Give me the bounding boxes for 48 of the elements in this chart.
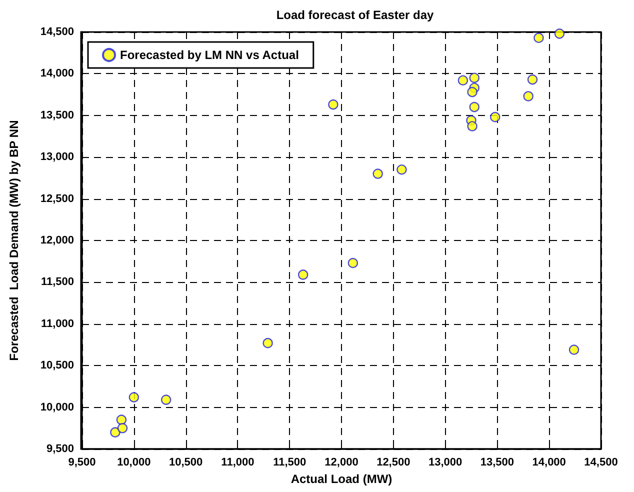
point [328, 99, 338, 110]
x-tick-label: 10,000 [117, 456, 151, 468]
point [116, 414, 127, 425]
y-tick-label: 11,500 [40, 276, 74, 288]
y-tick-label: 14,500 [40, 26, 74, 38]
point [469, 72, 480, 83]
x-tick-label: 9,500 [68, 456, 96, 468]
point [117, 423, 128, 434]
point [469, 102, 480, 112]
y-tick-label: 10,500 [40, 360, 74, 372]
point [523, 91, 534, 102]
point [160, 394, 172, 405]
point [554, 28, 565, 39]
x-tick-label: 12,000 [324, 456, 358, 468]
x-tick-label: 13,000 [428, 456, 462, 468]
point [467, 121, 478, 132]
y-tick-label: 13,500 [40, 109, 74, 122]
point [396, 164, 407, 175]
x-tick-label: 13,500 [480, 456, 514, 468]
point [348, 258, 358, 268]
point [372, 168, 383, 179]
y-tick-label: 9,500 [46, 443, 74, 455]
point [128, 392, 139, 402]
x-tick-label: 14,000 [532, 456, 566, 468]
point [568, 344, 580, 355]
point [110, 427, 120, 438]
point [458, 75, 468, 86]
y-tick-label: 14,000 [40, 68, 74, 80]
point [262, 338, 273, 348]
y-tick-label: 12,000 [40, 234, 74, 246]
y-axis-title: Forecasted Load Demand (MW) by BP NN [7, 120, 21, 361]
x-tick-label: 14,500 [584, 456, 618, 468]
x-tick-label: 11,500 [273, 456, 306, 468]
point [534, 32, 544, 43]
y-tick-label: 10,000 [40, 401, 74, 414]
y-tick-label: 11,000 [40, 318, 74, 330]
point [490, 112, 500, 122]
x-tick-label: 10,500 [168, 456, 203, 468]
point [298, 270, 308, 280]
point [467, 86, 478, 98]
chart-title: Load forecast of Easter day [276, 8, 434, 22]
legend-label: Forecasted by LM NN vs Actual [120, 48, 299, 62]
x-tick-label: 12,500 [376, 456, 410, 468]
y-tick-label: 13,000 [40, 151, 74, 164]
x-tick-label: 11,000 [221, 456, 254, 468]
point [527, 74, 538, 85]
x-axis-title: Actual Load (MW) [290, 472, 392, 486]
y-tick-label: 12,500 [40, 192, 74, 205]
